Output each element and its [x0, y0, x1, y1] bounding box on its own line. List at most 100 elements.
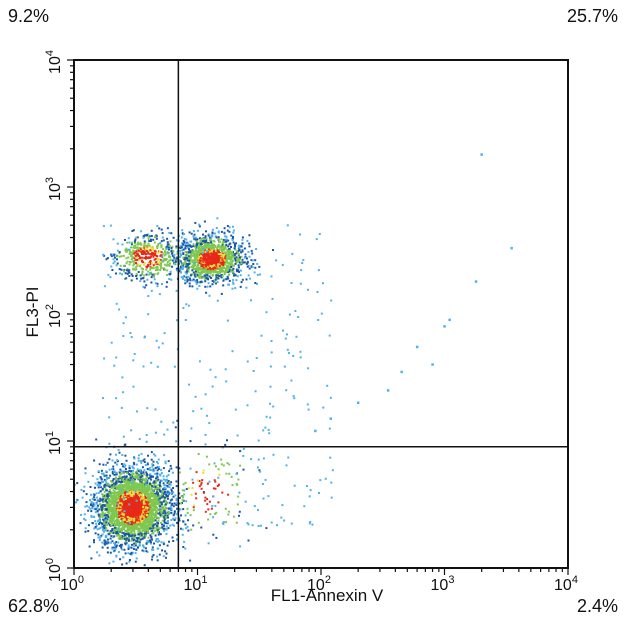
scatter-point	[203, 239, 206, 242]
scatter-point	[135, 495, 138, 498]
scatter-point	[134, 527, 137, 530]
scatter-point	[105, 470, 108, 473]
scatter-point	[157, 484, 160, 487]
scatter-point	[209, 272, 212, 275]
scatter-point	[142, 522, 145, 525]
scatter-point	[154, 513, 157, 516]
scatter-point	[151, 522, 154, 525]
scatter-point	[140, 472, 143, 475]
scatter-point	[163, 520, 166, 522]
scatter-point	[180, 527, 182, 530]
scatter-point	[141, 259, 144, 262]
scatter-point	[202, 241, 204, 244]
scatter-point	[162, 543, 165, 546]
scatter-point	[131, 551, 134, 554]
scatter-point	[145, 257, 147, 260]
scatter-point	[92, 503, 95, 506]
scatter-point	[139, 474, 142, 476]
scatter-point	[106, 551, 109, 554]
scatter-point	[141, 549, 144, 552]
scatter-point	[147, 477, 150, 480]
scatter-point	[153, 241, 156, 244]
scatter-point	[128, 517, 131, 519]
scatter-point	[130, 523, 133, 526]
scatter-point	[134, 525, 137, 528]
scatter-point	[141, 506, 144, 509]
scatter-point	[182, 508, 185, 511]
scatter-point	[156, 502, 159, 505]
scatter-point	[237, 269, 240, 272]
scatter-point	[95, 438, 98, 441]
scatter-point	[144, 487, 147, 490]
scatter-point	[210, 234, 213, 237]
scatter-point	[120, 497, 123, 500]
scatter-point	[153, 504, 156, 507]
scatter-point	[136, 236, 139, 239]
scatter-point	[132, 487, 135, 490]
scatter-point	[115, 541, 118, 544]
scatter-point	[170, 250, 173, 253]
scatter-point	[153, 542, 155, 545]
scatter-point	[122, 556, 125, 559]
scatter-point	[103, 485, 106, 488]
scatter-point	[131, 498, 134, 501]
scatter-point	[141, 501, 144, 504]
scatter-point	[116, 504, 119, 507]
scatter-point	[90, 493, 92, 496]
scatter-point	[228, 270, 231, 273]
scatter-point	[237, 266, 240, 269]
scatter-point	[132, 545, 135, 548]
scatter-point	[103, 543, 106, 546]
scatter-point	[166, 492, 169, 495]
scatter-point	[129, 485, 132, 488]
scatter-point	[101, 506, 104, 509]
scatter-point	[145, 550, 148, 553]
scatter-point	[140, 489, 143, 492]
scatter-point	[123, 526, 126, 529]
scatter-point	[178, 261, 181, 264]
scatter-point	[227, 257, 230, 260]
scatter-point	[148, 235, 151, 238]
scatter-point	[137, 263, 140, 266]
scatter-point	[222, 238, 225, 241]
scatter-point	[147, 536, 150, 539]
scatter-point	[131, 489, 134, 492]
scatter-point	[133, 530, 136, 532]
scatter-point	[150, 509, 153, 512]
scatter-point	[102, 472, 105, 475]
scatter-point	[129, 492, 131, 495]
scatter-point	[150, 271, 153, 274]
scatter-point	[230, 270, 233, 273]
scatter-point	[138, 438, 141, 441]
scatter-point	[144, 492, 147, 495]
scatter-point	[141, 466, 144, 469]
scatter-point	[130, 532, 133, 535]
scatter-point	[131, 528, 134, 531]
scatter-point	[137, 530, 140, 533]
scatter-point	[127, 548, 130, 551]
scatter-point	[113, 535, 116, 538]
scatter-point	[95, 492, 98, 495]
scatter-point	[105, 523, 108, 526]
scatter-point	[173, 524, 175, 527]
scatter-point	[159, 511, 162, 514]
scatter-point	[171, 523, 174, 526]
scatter-point	[174, 263, 177, 266]
scatter-point	[122, 486, 124, 489]
scatter-point	[120, 502, 123, 505]
scatter-point	[158, 540, 161, 543]
scatter-point	[200, 281, 202, 283]
scatter-point	[107, 501, 110, 504]
scatter-point	[148, 515, 151, 518]
scatter-point	[134, 242, 136, 244]
scatter-point	[126, 267, 129, 270]
scatter-point	[147, 237, 150, 240]
scatter-point	[106, 518, 109, 521]
scatter-point	[148, 244, 151, 247]
scatter-point	[134, 501, 137, 504]
scatter-point	[229, 255, 232, 258]
scatter-point	[141, 249, 144, 252]
scatter-point	[125, 541, 128, 544]
scatter-point	[136, 468, 139, 471]
scatter-point	[212, 239, 215, 242]
